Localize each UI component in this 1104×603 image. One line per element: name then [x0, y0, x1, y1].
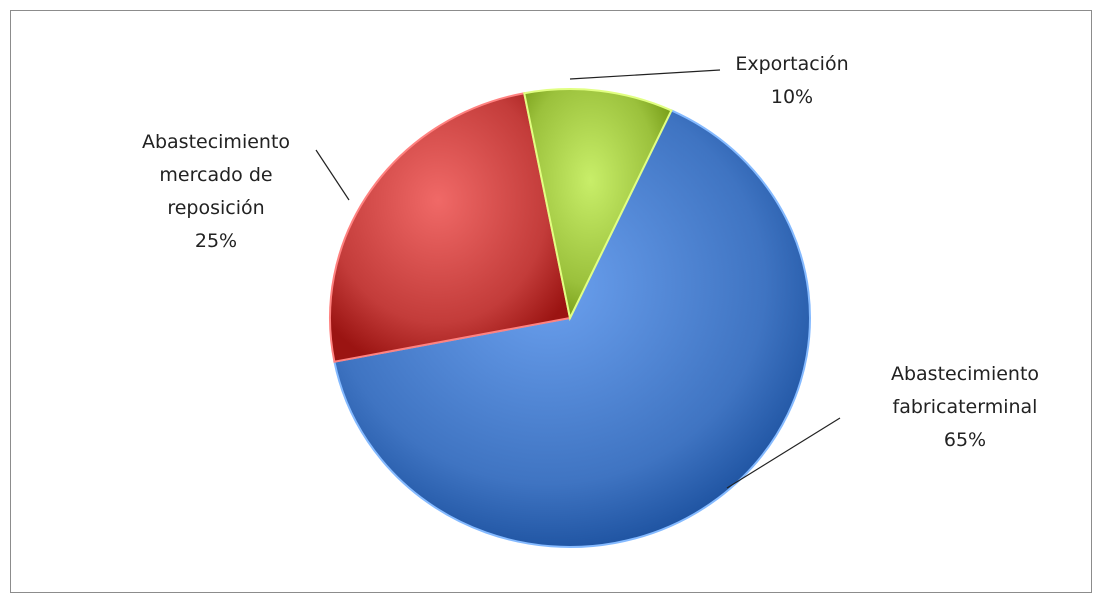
slice-percent-label-2: 10% [771, 86, 813, 108]
slice-name-label-1: reposición [167, 197, 264, 219]
slice-percent-label-0: 65% [944, 429, 986, 451]
leader-lines [315, 69, 841, 489]
pie-slice-1 [329, 92, 572, 363]
slice-name-label-0: fabricaterminal [893, 396, 1038, 418]
slice-labels: Abastecimiento fabricaterminal 65% Abasteci… [142, 53, 1039, 451]
leader-line-2 [569, 69, 721, 80]
pie-slice-2 [523, 88, 673, 322]
slice-percent-label-1: 25% [195, 230, 237, 252]
slice-name-label-0: Abastecimiento [891, 363, 1039, 385]
leader-line-1 [315, 149, 350, 201]
slice-name-label-1: mercado de [159, 164, 272, 186]
pie-slice-0 [333, 109, 811, 548]
leader-line-0 [726, 417, 841, 489]
pie-slices [329, 88, 811, 548]
slice-name-label-1: Abastecimiento [142, 131, 290, 153]
slice-name-label-2: Exportación [735, 53, 848, 75]
